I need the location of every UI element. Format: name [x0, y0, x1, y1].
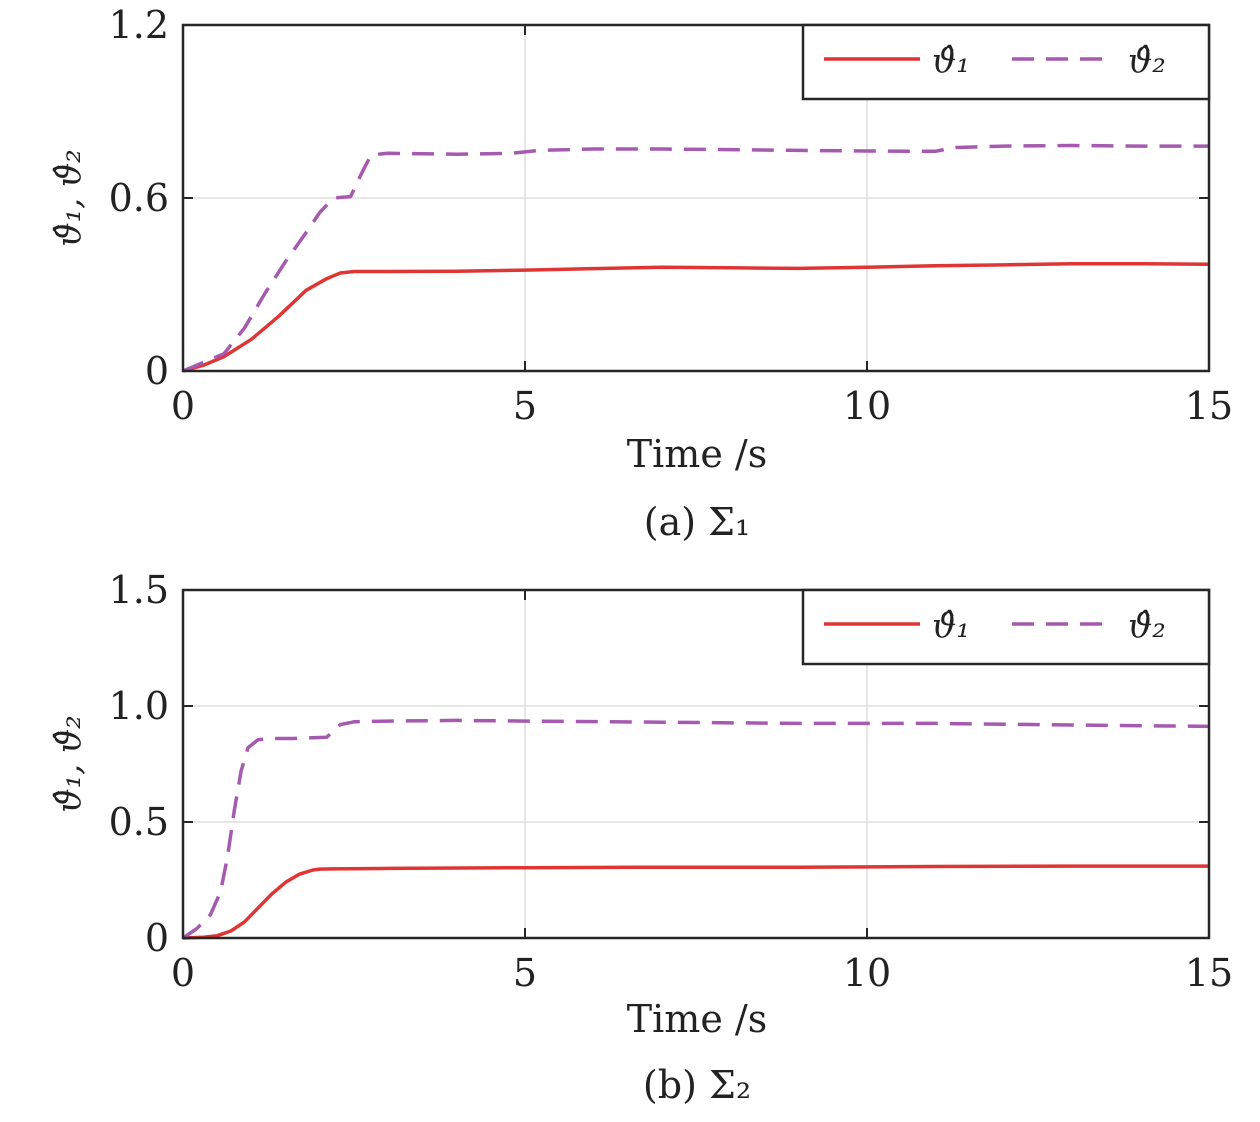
y-tick-label: 1.0	[109, 684, 169, 728]
y-axis-label: ϑ̂₁, ϑ̂₂	[49, 149, 89, 246]
y-tick-label: 0.6	[109, 176, 169, 220]
plot-frame	[181, 588, 1211, 940]
legend-box	[801, 23, 1211, 101]
y-tick-label: 1.2	[109, 3, 169, 47]
legend-label-series-2: ϑ̂₂	[1128, 606, 1166, 646]
x-tick-label: 0	[171, 951, 195, 995]
series-line-1	[182, 261, 1210, 373]
legend: ϑ̂₁ ϑ̂₂	[801, 588, 1211, 666]
panel-caption: (a) Σ₁	[644, 500, 751, 544]
series-line-2	[182, 143, 1209, 373]
x-tick-label: 10	[843, 384, 891, 428]
x-tick-label: 0	[171, 384, 195, 428]
y-tick-label: 1.5	[109, 568, 169, 612]
x-tick-label: 5	[513, 951, 537, 995]
series-lines	[182, 718, 1210, 940]
legend-label-series-2: ϑ̂₂	[1128, 41, 1166, 81]
x-axis-label: Time /s	[627, 432, 767, 476]
series-line-2	[182, 718, 1210, 940]
x-tick-label: 10	[843, 951, 891, 995]
chart-panel-a: 0 5 10 15 0 0.6 1.2 ϑ̂₁ ϑ̂₂ ϑ̂₁, ϑ̂₂ Time /s (…	[49, 3, 1233, 544]
x-tick-label: 15	[1185, 384, 1233, 428]
legend: ϑ̂₁ ϑ̂₂	[801, 23, 1211, 101]
series-lines	[182, 143, 1210, 373]
axis-ticks: 0 5 10 15 0 0.5 1.0 1.5	[109, 568, 1234, 995]
legend-label-series-1: ϑ̂₁	[932, 41, 970, 81]
x-tick-label: 5	[513, 384, 537, 428]
chart-panel-b: 0 5 10 15 0 0.5 1.0 1.5 ϑ̂₁ ϑ̂₂ ϑ̂₁, ϑ̂₂ Time /…	[49, 568, 1233, 1107]
series-line-1	[182, 864, 1209, 940]
legend-box	[801, 588, 1211, 666]
y-tick-label: 0	[145, 349, 169, 393]
y-tick-label: 0.5	[109, 800, 169, 844]
x-tick-label: 15	[1185, 951, 1233, 995]
panel-caption: (b) Σ₂	[643, 1063, 751, 1107]
legend-label-series-1: ϑ̂₁	[932, 606, 970, 646]
axis-ticks: 0 5 10 15 0 0.6 1.2	[109, 3, 1234, 428]
y-axis-label: ϑ̂₁, ϑ̂₂	[49, 715, 89, 812]
x-axis-label: Time /s	[627, 997, 767, 1041]
y-tick-label: 0	[145, 916, 169, 960]
